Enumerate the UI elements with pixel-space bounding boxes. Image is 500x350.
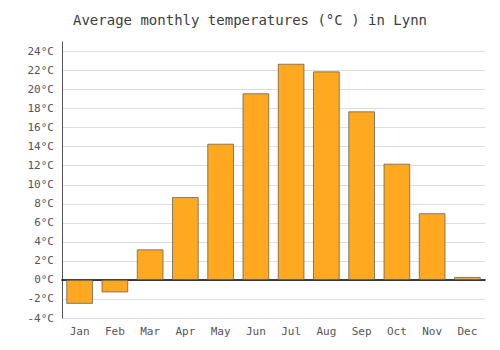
svg-text:Average monthly temperatures (: Average monthly temperatures (°C ) in Ly… (73, 12, 427, 28)
svg-text:-4°C: -4°C (28, 312, 55, 325)
svg-text:Aug: Aug (316, 325, 336, 338)
svg-text:20°C: 20°C (28, 83, 55, 96)
svg-text:0°C: 0°C (34, 273, 54, 286)
svg-text:Dec: Dec (457, 325, 477, 338)
svg-text:22°C: 22°C (28, 64, 55, 77)
svg-text:18°C: 18°C (28, 102, 55, 115)
svg-text:12°C: 12°C (28, 159, 55, 172)
svg-text:Oct: Oct (387, 325, 407, 338)
svg-text:Jan: Jan (70, 325, 90, 338)
svg-text:6°C: 6°C (34, 216, 54, 229)
svg-text:Apr: Apr (175, 325, 195, 338)
svg-text:8°C: 8°C (34, 197, 54, 210)
svg-text:May: May (211, 325, 231, 338)
svg-text:10°C: 10°C (28, 178, 55, 191)
svg-text:Jun: Jun (246, 325, 266, 338)
svg-text:14°C: 14°C (28, 140, 55, 153)
svg-text:4°C: 4°C (34, 235, 54, 248)
svg-text:Jul: Jul (281, 325, 301, 338)
svg-text:Sep: Sep (352, 325, 372, 338)
svg-text:Nov: Nov (422, 325, 442, 338)
svg-text:Feb: Feb (105, 325, 125, 338)
svg-text:Mar: Mar (140, 325, 160, 338)
svg-text:24°C: 24°C (28, 45, 55, 58)
svg-text:16°C: 16°C (28, 121, 55, 134)
svg-text:-2°C: -2°C (28, 292, 55, 305)
svg-text:2°C: 2°C (34, 254, 54, 267)
